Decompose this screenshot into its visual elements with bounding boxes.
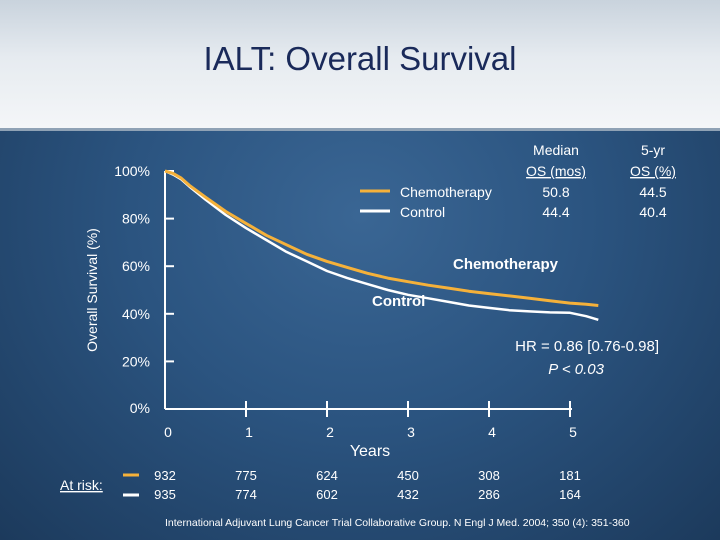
at-risk-count-chemotherapy: 308	[478, 468, 500, 483]
at-risk-label: At risk:	[60, 477, 103, 493]
legend-header-median-2: OS (mos)	[526, 163, 586, 179]
x-axis-label: Years	[350, 443, 390, 460]
at-risk-row-control: 935 774 602 432 286 164	[154, 487, 581, 502]
legend-header-5yr-2: OS (%)	[630, 163, 676, 179]
y-ticks: 0% 20% 40% 60% 80% 100%	[114, 163, 174, 416]
at-risk-count-control: 602	[316, 487, 338, 502]
at-risk-count-control: 935	[154, 487, 176, 502]
series-line-chemotherapy	[164, 169, 599, 307]
hr-annotation: HR = 0.86 [0.76-0.98]	[515, 338, 659, 355]
at-risk-count-chemotherapy: 932	[154, 468, 176, 483]
slide-title: IALT: Overall Survival	[203, 40, 517, 77]
legend-control-5yr: 40.4	[639, 204, 666, 220]
y-tick-label: 40%	[122, 306, 150, 322]
at-risk-count-control: 286	[478, 487, 500, 502]
legend-control-median: 44.4	[542, 204, 569, 220]
legend-chemo-5yr: 44.5	[639, 184, 666, 200]
p-value-annotation: P < 0.03	[548, 361, 604, 378]
legend-label-chemotherapy: Chemotherapy	[400, 184, 492, 200]
x-tick-label: 2	[326, 424, 334, 440]
at-risk-count-chemotherapy: 450	[397, 468, 419, 483]
x-ticks: 0 1 2 3 4 5	[164, 401, 577, 440]
series-line-control	[164, 169, 599, 321]
at-risk-count-chemotherapy: 181	[559, 468, 581, 483]
annotation-chemotherapy: Chemotherapy	[453, 256, 559, 273]
legend-header-5yr-1: 5-yr	[641, 142, 665, 158]
y-tick-label: 20%	[122, 353, 150, 369]
at-risk-count-chemotherapy: 624	[316, 468, 338, 483]
citation: International Adjuvant Lung Cancer Trial…	[165, 517, 630, 529]
legend-chemo-median: 50.8	[542, 184, 569, 200]
legend-header-median-1: Median	[533, 142, 579, 158]
y-tick-label: 100%	[114, 163, 150, 179]
legend-label-control: Control	[400, 204, 445, 220]
title-band: IALT: Overall Survival	[0, 0, 720, 131]
at-risk-count-control: 164	[559, 487, 581, 502]
at-risk-count-control: 432	[397, 487, 419, 502]
y-tick-label: 60%	[122, 258, 150, 274]
x-tick-label: 3	[407, 424, 415, 440]
y-tick-label: 0%	[130, 400, 150, 416]
at-risk-count-chemotherapy: 775	[235, 468, 257, 483]
at-risk-count-control: 774	[235, 487, 257, 502]
x-tick-label: 5	[569, 424, 577, 440]
y-tick-label: 80%	[122, 211, 150, 227]
annotation-control: Control	[372, 293, 425, 310]
at-risk-row-chemotherapy: 932 775 624 450 308 181	[154, 468, 581, 483]
x-tick-label: 4	[488, 424, 496, 440]
x-tick-label: 1	[245, 424, 253, 440]
y-axis-label: Overall Survival (%)	[84, 228, 100, 352]
x-tick-label: 0	[164, 424, 172, 440]
